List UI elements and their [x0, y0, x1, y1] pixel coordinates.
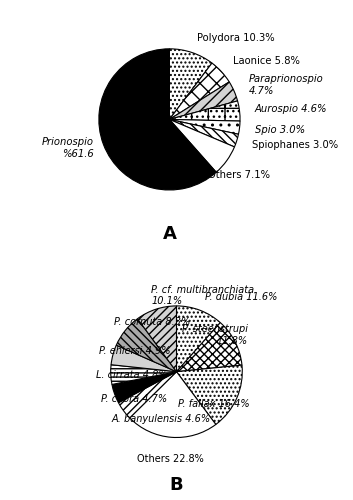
Wedge shape — [99, 49, 216, 190]
Wedge shape — [111, 345, 176, 372]
Wedge shape — [169, 120, 240, 134]
Text: Others 7.1%: Others 7.1% — [208, 170, 270, 179]
Wedge shape — [169, 63, 229, 120]
Wedge shape — [176, 365, 242, 424]
Text: P. dubia 11.6%: P. dubia 11.6% — [205, 292, 277, 302]
Text: Polydora 10.3%: Polydora 10.3% — [197, 33, 274, 43]
Wedge shape — [176, 306, 220, 372]
Wedge shape — [138, 306, 176, 372]
Wedge shape — [112, 372, 176, 402]
Text: Paraprionospio
4.7%: Paraprionospio 4.7% — [248, 74, 323, 96]
Text: L. cirrata 4.8%: L. cirrata 4.8% — [96, 370, 168, 380]
Text: P. fallax 16.4%: P. fallax 16.4% — [178, 399, 250, 409]
Wedge shape — [169, 120, 234, 172]
Text: Spio 3.0%: Spio 3.0% — [255, 124, 305, 134]
Wedge shape — [169, 120, 238, 147]
Text: P. ehlersi 4.9%: P. ehlersi 4.9% — [99, 346, 170, 356]
Text: A: A — [162, 225, 176, 243]
Wedge shape — [116, 318, 176, 372]
Wedge shape — [169, 101, 240, 121]
Text: A. banyulensis 4.6%: A. banyulensis 4.6% — [112, 414, 211, 424]
Wedge shape — [176, 322, 242, 372]
Wedge shape — [111, 364, 176, 384]
Text: Prionospio
%61.6: Prionospio %61.6 — [42, 138, 94, 159]
Text: Aurospio 4.6%: Aurospio 4.6% — [255, 104, 328, 114]
Wedge shape — [169, 49, 212, 120]
Wedge shape — [119, 372, 176, 418]
Text: Laonice 5.8%: Laonice 5.8% — [233, 56, 300, 66]
Text: B: B — [170, 476, 183, 494]
Text: P. steenstrupi
11.8%: P. steenstrupi 11.8% — [182, 324, 248, 346]
Text: Others 22.8%: Others 22.8% — [137, 454, 204, 464]
Text: Spiophanes 3.0%: Spiophanes 3.0% — [252, 140, 338, 150]
Text: P. cf. multibranchiata
10.1%: P. cf. multibranchiata 10.1% — [151, 284, 255, 306]
Wedge shape — [169, 82, 238, 120]
Wedge shape — [130, 372, 216, 438]
Text: P. cornuta 8.3%: P. cornuta 8.3% — [114, 316, 190, 326]
Text: P. coora 4.7%: P. coora 4.7% — [101, 394, 167, 404]
